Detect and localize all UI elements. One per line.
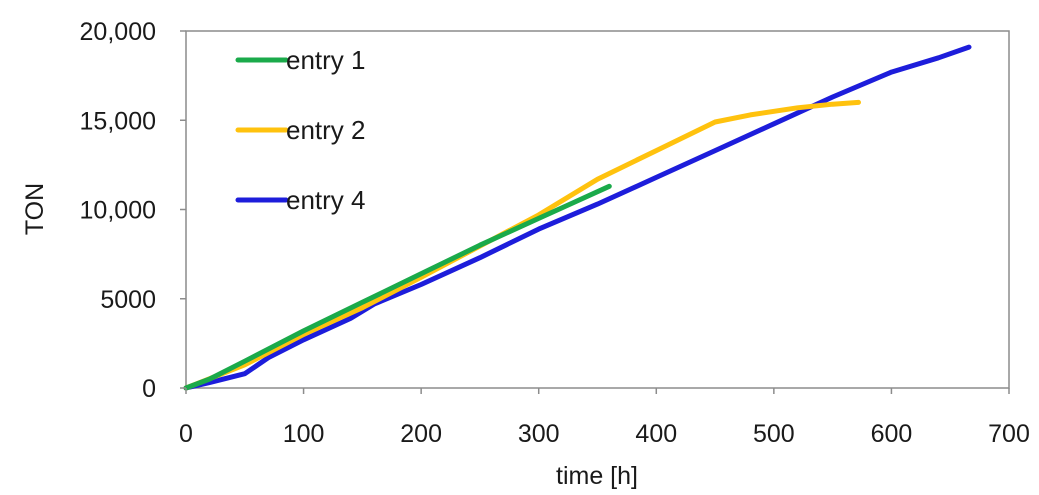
y-axis-ticks: 0 5000 10,000 15,000 20,000 [80,18,186,403]
legend: entry 1 entry 2 entry 4 [235,45,366,215]
x-tick-label: 600 [871,420,913,448]
x-tick-label: 200 [400,420,442,448]
x-tick-label: 400 [635,420,677,448]
y-tick-label: 0 [142,375,156,403]
series-line-entry-1 [183,183,612,391]
series-layer [183,44,972,391]
y-axis-title: TON [21,183,49,235]
series-line-entry-2 [183,99,861,391]
x-axis-ticks: 0 100 200 300 400 500 600 700 [179,388,1030,448]
x-tick-label: 500 [753,420,795,448]
y-tick-label: 15,000 [80,107,156,135]
x-tick-label: 0 [179,420,193,448]
x-axis-title: time [h] [556,462,638,490]
x-tick-label: 100 [283,420,325,448]
y-tick-label: 10,000 [80,197,156,225]
x-tick-label: 700 [988,420,1030,448]
y-tick-label: 5000 [100,286,156,314]
legend-label: entry 4 [286,185,366,215]
legend-label: entry 2 [286,115,366,145]
series-line-entry-4 [183,44,972,391]
legend-label: entry 1 [286,45,366,75]
y-tick-label: 20,000 [80,18,156,46]
x-tick-label: 300 [518,420,560,448]
